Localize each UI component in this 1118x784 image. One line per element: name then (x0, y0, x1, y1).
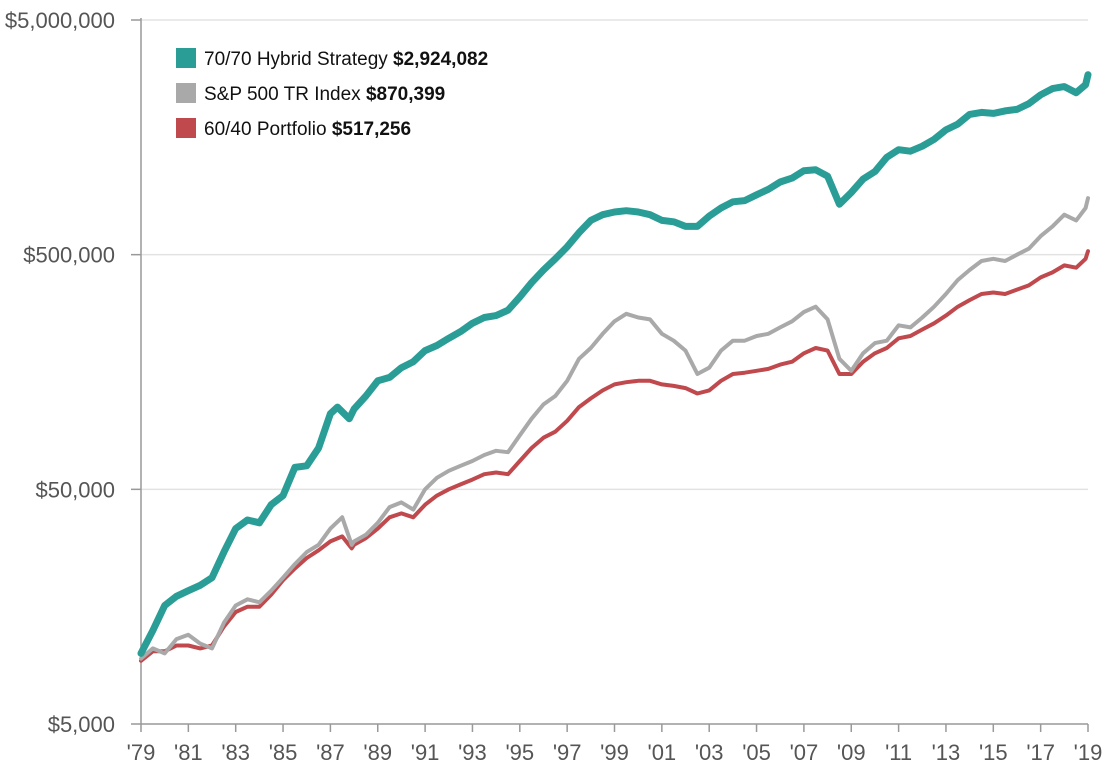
x-tick-label: '11 (885, 740, 912, 765)
x-tick-label: '97 (553, 740, 582, 765)
legend-entry-1: S&P 500 TR Index $870,399 (204, 84, 445, 105)
legend-entry-0: 70/70 Hybrid Strategy $2,924,082 (204, 49, 488, 70)
y-tick-label: $50,000 (35, 477, 115, 502)
x-tick-label: '95 (505, 740, 534, 765)
legend-entry-2: 60/40 Portfolio $517,256 (204, 119, 411, 140)
x-tick-label: '15 (979, 740, 1008, 765)
y-tick-label: $5,000 (48, 712, 115, 737)
x-tick-label: '01 (648, 740, 677, 765)
x-tick-label: '93 (458, 740, 487, 765)
y-tick-label: $5,000,000 (5, 8, 115, 33)
legend-swatch-1 (176, 83, 196, 103)
axes: $5,000 $50,000 $500,000 $5,000,000 '79 '81 '83… (5, 8, 1102, 765)
legend-series-name: S&P 500 TR Index (204, 84, 366, 105)
x-tick-label: '05 (742, 740, 771, 765)
series-line-2 (139, 249, 1090, 663)
x-tick-label: '81 (174, 740, 203, 765)
legend-swatch-2 (176, 118, 196, 138)
series-line-1 (139, 196, 1090, 661)
y-tick-label: $500,000 (23, 243, 115, 268)
legend-series-value: $517,256 (332, 119, 411, 140)
x-tick-label: '87 (316, 740, 345, 765)
legend: 70/70 Hybrid Strategy $2,924,082 S&P 500 … (176, 48, 488, 140)
x-tick-label: '91 (411, 740, 440, 765)
x-tick-label: '99 (600, 740, 629, 765)
x-tick-label: '09 (837, 740, 866, 765)
x-tick-label: '85 (269, 740, 298, 765)
x-tick-label: '79 (127, 740, 156, 765)
series-line-0 (137, 71, 1092, 657)
legend-series-value: $870,399 (366, 84, 445, 105)
legend-series-name: 60/40 Portfolio (204, 119, 332, 140)
legend-series-value: $2,924,082 (393, 49, 488, 70)
x-tick-label: '17 (1026, 740, 1055, 765)
x-tick-label: '03 (695, 740, 724, 765)
x-tick-label: '83 (221, 740, 250, 765)
x-tick-label: '07 (790, 740, 819, 765)
x-tick-label: '13 (932, 740, 961, 765)
grid-lines (141, 19, 1088, 491)
x-tick-label: '89 (363, 740, 392, 765)
legend-series-name: 70/70 Hybrid Strategy (204, 49, 393, 70)
x-tick-label: '19 (1074, 740, 1103, 765)
series-lines (137, 71, 1092, 663)
legend-swatch-0 (176, 48, 196, 68)
